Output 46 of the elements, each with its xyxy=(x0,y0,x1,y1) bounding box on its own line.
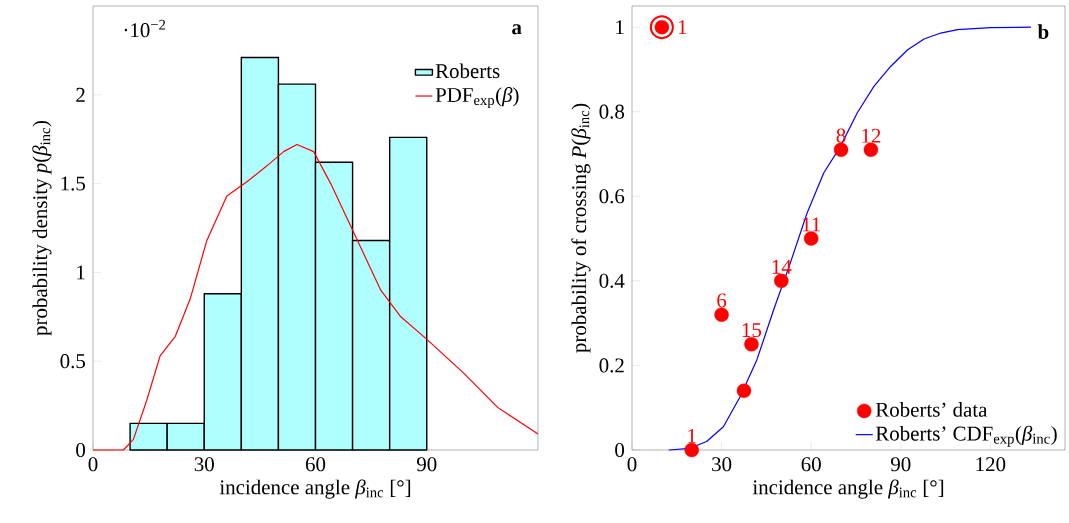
y-tick-label: 0 xyxy=(76,442,86,458)
point xyxy=(714,307,729,322)
x-tick-label: 30 xyxy=(194,457,214,472)
point xyxy=(774,273,789,289)
x-tick-label: 90 xyxy=(890,457,911,472)
y-tick-label: 0.5 xyxy=(60,354,86,369)
x-axis-title: incidence angle β$_{inc}$ [°] xyxy=(752,479,944,499)
y-axis-title: probability of crossing P(β$_{inc}$) xyxy=(571,103,591,353)
y-tick-label: 0.8 xyxy=(599,104,625,119)
annotation: 1 xyxy=(678,20,687,35)
y-tick-label: 0 xyxy=(615,442,625,458)
x-tick-label: 30 xyxy=(712,457,732,472)
legend-label: Roberts’ data xyxy=(875,402,988,417)
x-tick-label: 120 xyxy=(976,457,1006,472)
x-tick-label: 90 xyxy=(416,457,437,472)
point xyxy=(684,442,699,458)
y-tick-label: 2 xyxy=(76,87,85,102)
text: a xyxy=(512,24,522,35)
y-tick-label: 1 xyxy=(77,265,85,280)
legend-label: PDF$_{exp}$(β) xyxy=(435,87,519,109)
y-tick-label: 1 xyxy=(616,20,624,35)
annotation: 1 xyxy=(688,428,696,443)
point xyxy=(744,337,759,352)
point xyxy=(833,142,849,157)
x-tick-label: 0 xyxy=(627,457,637,472)
point xyxy=(736,383,752,398)
y-tick-label: 0.2 xyxy=(599,358,624,373)
point xyxy=(803,231,819,246)
legend-label: Roberts’ CDF$_{exp}$(β$_{inc}$) xyxy=(875,425,1057,447)
x-tick-label: 0 xyxy=(88,457,98,472)
x-axis-title: incidence angle β$_{inc}$ [°] xyxy=(219,479,411,499)
annotation: 6 xyxy=(717,293,727,308)
x-tick-label: 60 xyxy=(801,457,821,472)
text: b xyxy=(1037,24,1049,39)
annotation: 12 xyxy=(862,128,881,143)
point xyxy=(863,142,879,157)
annotation: 8 xyxy=(836,128,846,143)
y-tick-label: 0.6 xyxy=(599,189,625,204)
y-tick-label: 0.4 xyxy=(599,273,625,288)
annotation: 11 xyxy=(802,217,820,232)
y-axis-title: probability density p(β$_{inc}$) xyxy=(32,120,52,336)
legend-label: Roberts xyxy=(435,63,500,79)
annotation: ·10$^{−2}$ xyxy=(124,19,166,38)
x-tick-label: 60 xyxy=(305,457,326,472)
y-tick-label: 1.5 xyxy=(61,176,86,191)
annotation: 15 xyxy=(742,323,762,338)
